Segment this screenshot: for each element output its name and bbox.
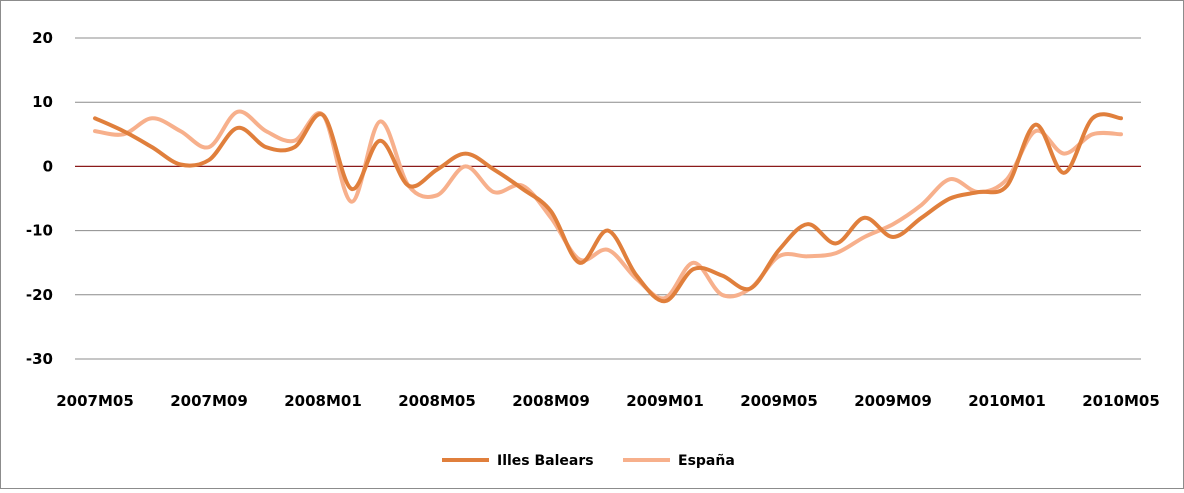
x-tick-label: 2008M05 xyxy=(398,392,476,410)
x-tick-label: 2009M01 xyxy=(626,392,704,410)
gridlines xyxy=(75,37,1141,360)
x-tick-label: 2010M05 xyxy=(1082,392,1160,410)
legend-label-illes-balears: Illes Balears xyxy=(497,453,594,469)
y-tick-label: -10 xyxy=(26,222,53,240)
y-axis: 20 10 0 -10 -20 -30 xyxy=(26,29,53,368)
x-tick-label: 2009M05 xyxy=(740,392,818,410)
legend-item-espana: España xyxy=(623,453,735,469)
x-tick-label: 2010M01 xyxy=(968,392,1046,410)
y-tick-label: -20 xyxy=(26,286,53,304)
y-tick-label: -30 xyxy=(26,350,53,368)
x-tick-label: 2007M09 xyxy=(170,392,248,410)
x-axis: 2007M05 2007M09 2008M01 2008M05 2008M09 2009M… xyxy=(56,392,1160,410)
series-lines xyxy=(93,109,1123,304)
legend-label-espana: España xyxy=(678,453,735,469)
series-line-illes-balears xyxy=(93,112,1123,304)
legend-item-illes-balears: Illes Balears xyxy=(442,453,594,469)
x-tick-label: 2008M09 xyxy=(512,392,590,410)
x-tick-label: 2008M01 xyxy=(284,392,362,410)
y-tick-label: 20 xyxy=(32,29,53,47)
series-line-espana xyxy=(93,109,1123,301)
x-tick-label: 2007M05 xyxy=(56,392,134,410)
y-tick-label: 10 xyxy=(32,93,53,111)
x-tick-label: 2009M09 xyxy=(854,392,932,410)
legend: Illes Balears España xyxy=(442,453,735,469)
y-tick-label: 0 xyxy=(43,157,53,175)
